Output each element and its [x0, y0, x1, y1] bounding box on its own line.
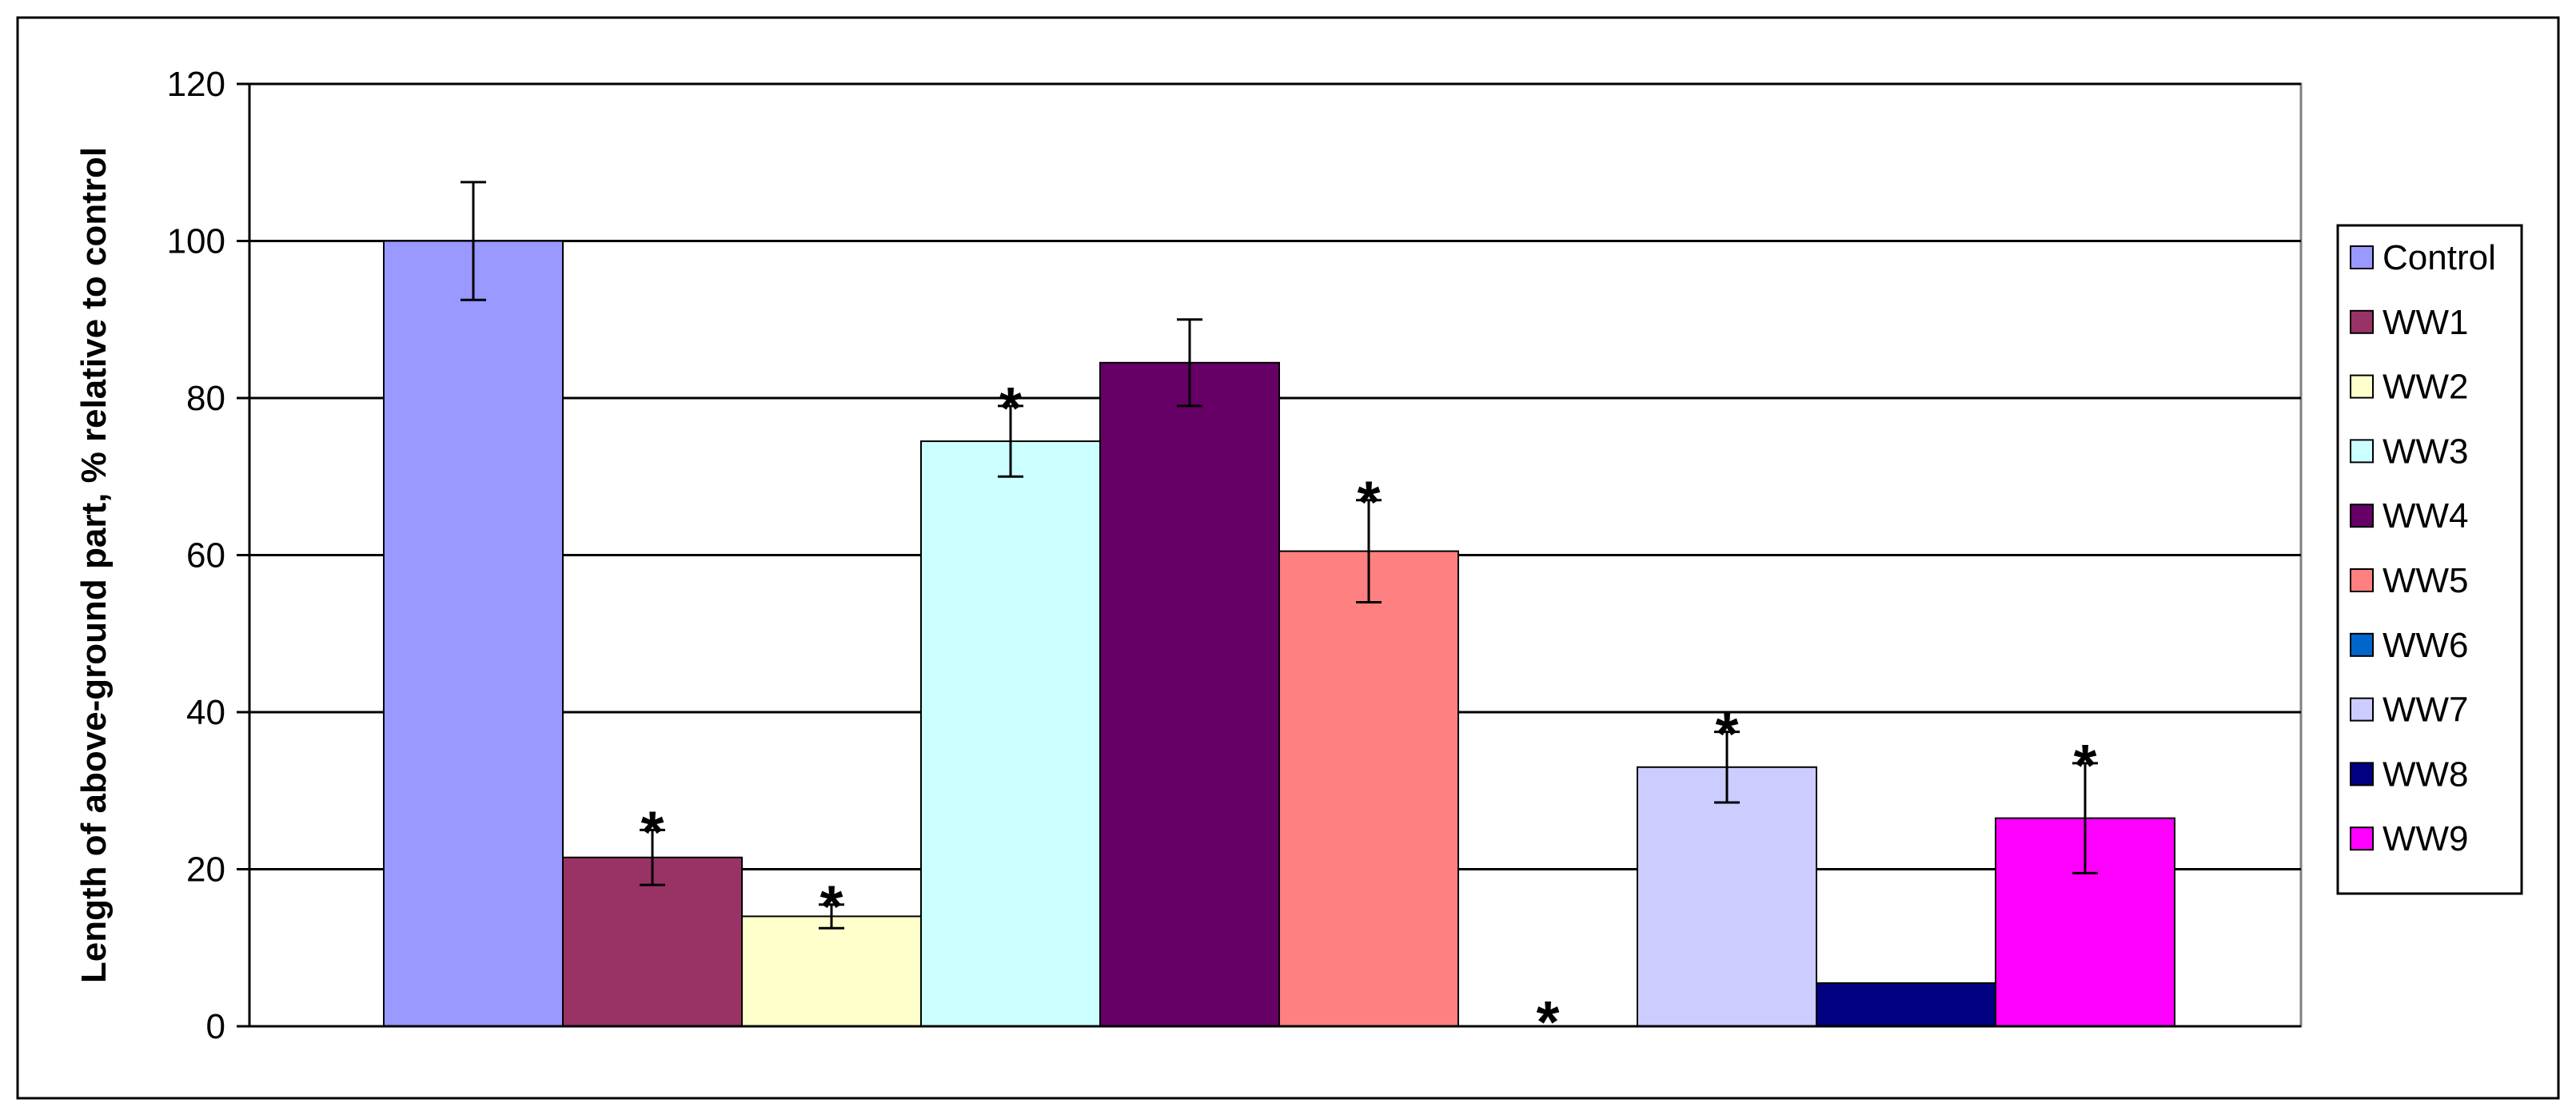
significance-markers: * * * * * * * — [641, 375, 2097, 1055]
y-tick-label: 40 — [186, 693, 225, 732]
significance-star-ww1: * — [641, 798, 664, 865]
bar-ww2 — [741, 915, 922, 1027]
bar-ww4 — [1099, 361, 1280, 1028]
y-axis-ticks: 0 20 40 60 80 100 120 — [167, 65, 249, 1046]
legend-label-ww7: WW7 — [2383, 691, 2469, 730]
y-tick-label: 60 — [186, 536, 225, 575]
legend-label-ww4: WW4 — [2383, 496, 2469, 536]
legend-label-ww8: WW8 — [2383, 755, 2469, 794]
y-tick-label: 80 — [186, 379, 225, 418]
legend-label-ww2: WW2 — [2383, 368, 2469, 407]
legend-label-ww6: WW6 — [2383, 626, 2469, 665]
bar-ww7 — [1637, 766, 1817, 1028]
legend-label-ww9: WW9 — [2383, 819, 2469, 858]
y-axis-label: Length of above-ground part, % relative … — [74, 147, 114, 983]
legend-swatch-ww3 — [2350, 439, 2374, 464]
significance-star-ww6: * — [1537, 989, 1560, 1055]
significance-star-ww3: * — [999, 375, 1023, 441]
significance-star-ww7: * — [1716, 701, 1739, 767]
legend-swatch-ww1 — [2350, 309, 2374, 334]
legend-swatch-ww5 — [2350, 568, 2374, 592]
significance-star-ww9: * — [2074, 732, 2097, 798]
y-tick-label: 20 — [186, 850, 225, 890]
bar-ww5 — [1278, 550, 1459, 1027]
legend-swatch-control — [2350, 245, 2374, 269]
legend-label-control: Control — [2383, 238, 2496, 277]
legend-swatch-ww8 — [2350, 762, 2374, 786]
legend-swatch-ww6 — [2350, 632, 2374, 657]
legend-swatch-ww4 — [2350, 504, 2374, 528]
bar-ww8 — [1816, 982, 1996, 1028]
significance-star-ww2: * — [820, 874, 843, 940]
legend-label-ww1: WW1 — [2383, 303, 2469, 342]
legend-swatch-ww7 — [2350, 697, 2374, 722]
legend-swatch-ww9 — [2350, 826, 2374, 851]
bar-control — [383, 240, 564, 1027]
y-tick-label: 100 — [167, 222, 225, 261]
legend-label-ww5: WW5 — [2383, 561, 2469, 600]
bar-ww3 — [920, 440, 1101, 1027]
y-tick-label: 0 — [206, 1007, 225, 1046]
legend-swatch-ww2 — [2350, 374, 2374, 399]
legend: Control WW1 WW2 WW3 WW4 WW5 WW6 WW7 WW8 WW9 — [2336, 224, 2523, 895]
y-tick-label: 120 — [167, 65, 225, 104]
legend-label-ww3: WW3 — [2383, 432, 2469, 471]
error-bars — [461, 181, 2098, 930]
significance-star-ww5: * — [1358, 469, 1381, 536]
